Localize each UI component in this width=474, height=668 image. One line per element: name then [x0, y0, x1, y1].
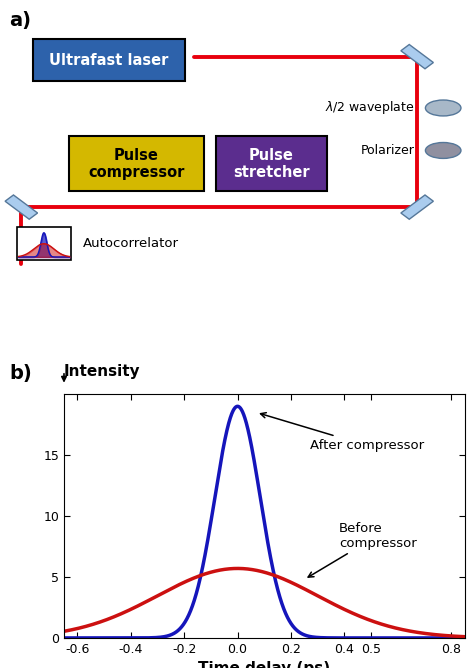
Text: a): a) [9, 11, 31, 29]
Text: Autocorrelator: Autocorrelator [83, 237, 179, 250]
Text: Before
compressor: Before compressor [308, 522, 417, 577]
FancyBboxPatch shape [33, 39, 185, 81]
FancyBboxPatch shape [17, 226, 71, 261]
Text: After compressor: After compressor [261, 413, 424, 452]
Text: $\lambda$/2 waveplate: $\lambda$/2 waveplate [325, 100, 415, 116]
Ellipse shape [425, 100, 461, 116]
Polygon shape [5, 195, 37, 219]
Polygon shape [401, 45, 433, 69]
Text: Pulse
stretcher: Pulse stretcher [233, 148, 310, 180]
FancyBboxPatch shape [69, 136, 204, 191]
FancyBboxPatch shape [216, 136, 327, 191]
X-axis label: Time delay (ps): Time delay (ps) [198, 661, 330, 668]
Text: Intensity: Intensity [64, 364, 141, 379]
Text: b): b) [9, 364, 32, 383]
Ellipse shape [425, 142, 461, 158]
Text: Ultrafast laser: Ultrafast laser [49, 53, 169, 67]
Text: Pulse
compressor: Pulse compressor [88, 148, 184, 180]
Text: Polarizer: Polarizer [361, 144, 415, 157]
Polygon shape [401, 195, 433, 219]
